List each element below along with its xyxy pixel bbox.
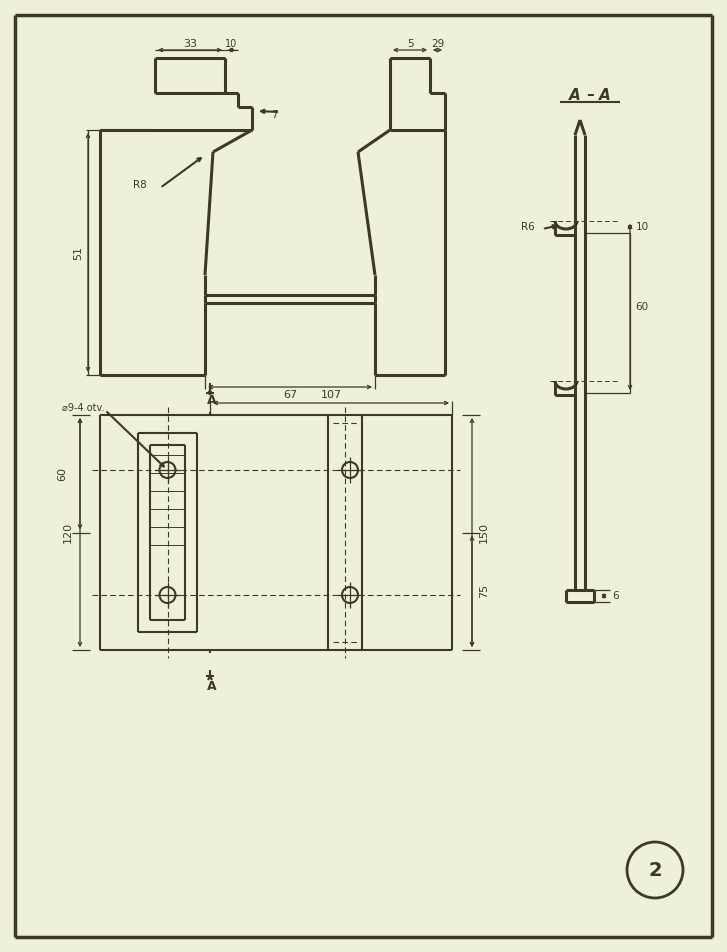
Text: R8: R8: [133, 180, 147, 190]
Text: A: A: [599, 88, 611, 103]
Text: 75: 75: [479, 585, 489, 598]
Text: 2: 2: [648, 861, 662, 880]
Text: R6: R6: [521, 222, 535, 232]
Text: 150: 150: [479, 522, 489, 543]
Text: 120: 120: [63, 522, 73, 543]
Text: 5: 5: [406, 39, 414, 49]
Text: 67: 67: [283, 390, 297, 400]
Text: 10: 10: [635, 222, 648, 232]
Text: A: A: [207, 680, 217, 692]
Text: –: –: [586, 88, 594, 103]
Text: 29: 29: [431, 39, 444, 49]
Text: 7: 7: [270, 110, 277, 120]
Text: 51: 51: [73, 246, 83, 260]
Text: A: A: [569, 88, 581, 103]
Text: 6: 6: [613, 591, 619, 601]
Text: ⌀9-4 otv.: ⌀9-4 otv.: [62, 403, 105, 413]
Text: 60: 60: [635, 302, 648, 312]
Text: 33: 33: [183, 39, 197, 49]
Text: A: A: [207, 394, 217, 407]
Text: 107: 107: [321, 390, 342, 400]
Text: 10: 10: [225, 39, 238, 49]
Text: 60: 60: [57, 466, 67, 481]
